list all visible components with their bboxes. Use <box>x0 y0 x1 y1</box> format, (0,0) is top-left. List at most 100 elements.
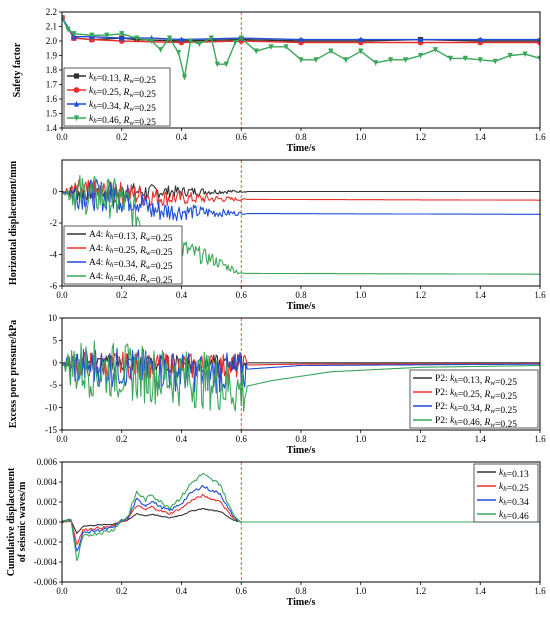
legend-label: P2: kh=0.13, Rw=0.25 <box>435 374 517 388</box>
panel-excess-pore-pressure: 0.0 0.2 0.4 0.6 0.8 1.0 1.2 1.4 1.6 -15 -10 -5 0 5 10 T… <box>8 313 546 456</box>
label-subscript: w <box>490 407 495 415</box>
label-text: =0.25 <box>134 90 156 100</box>
label-subscript: h <box>110 233 114 241</box>
marker-triangle-down <box>462 55 468 62</box>
series-line <box>62 473 540 562</box>
label-text: P2: <box>435 388 450 398</box>
x-axis-title: Time/s <box>287 445 316 456</box>
marker-triangle-down <box>343 57 349 63</box>
label-subscript: h <box>454 405 458 413</box>
marker-triangle-up <box>417 36 424 43</box>
label-text: =0.34, <box>113 260 140 270</box>
y-tick-label: -2 <box>50 218 58 228</box>
label-subscript: h <box>110 275 114 283</box>
label-symbol: k <box>106 230 111 240</box>
label-subscript: h <box>110 247 114 255</box>
series-line <box>62 181 540 201</box>
label-subscript: h <box>503 499 507 507</box>
label-symbol: R <box>139 260 146 270</box>
label-subscript: h <box>93 75 97 83</box>
series-line <box>62 494 540 546</box>
label-symbol: k <box>106 244 111 254</box>
label-text: =0.25 <box>495 392 517 402</box>
x-tick-label: 1.4 <box>475 132 487 142</box>
label-text: =0.46, <box>458 418 485 428</box>
x-tick-label: 0.8 <box>295 290 307 300</box>
label-subscript: h <box>93 103 97 111</box>
label-symbol: R <box>139 246 146 256</box>
x-tick-label: 0.6 <box>236 290 248 300</box>
marker-triangle-down <box>283 44 289 50</box>
x-tick-label: 0.4 <box>176 434 188 444</box>
y-tick-label: 10 <box>48 313 58 323</box>
label-symbol: R <box>122 116 129 126</box>
marker-triangle-down <box>447 55 453 62</box>
label-text: =0.25 <box>495 378 517 388</box>
marker-triangle-down <box>223 61 229 68</box>
label-symbol: k <box>106 258 111 268</box>
marker-square <box>73 73 80 79</box>
label-text: =0.25 <box>495 406 517 416</box>
label-subscript: w <box>129 91 134 99</box>
label-symbol: R <box>484 418 491 428</box>
label-text: =0.25 <box>151 262 173 272</box>
marker-triangle-down <box>62 15 65 21</box>
series-line <box>62 340 540 412</box>
marker-triangle-down <box>166 35 173 42</box>
label-subscript: w <box>146 249 151 257</box>
legend-label: A4: kh=0.13, Rw=0.25 <box>89 230 173 244</box>
label-symbol: k <box>499 496 504 506</box>
x-tick-label: 0.0 <box>56 290 68 300</box>
label-text: =0.25 <box>134 104 156 114</box>
marker-triangle-up <box>477 36 483 43</box>
label-symbol: R <box>484 390 491 400</box>
x-tick-label: 0.0 <box>56 586 68 596</box>
x-tick-label: 1.6 <box>534 290 546 300</box>
label-text: =0.34, <box>97 102 124 112</box>
label-subscript: h <box>503 485 507 493</box>
legend-label: P2: kh=0.25, Rw=0.25 <box>435 388 517 402</box>
legend-box <box>63 67 171 127</box>
y-tick-label: 1.8 <box>46 65 58 75</box>
x-axis-title: Time/s <box>287 301 316 312</box>
marker-triangle-down <box>181 74 188 81</box>
x-tick-label: 0.8 <box>295 586 307 596</box>
y-tick-label: 0.000 <box>37 517 58 527</box>
x-tick-label: 0.8 <box>295 434 307 444</box>
plot-frame <box>61 461 541 583</box>
label-symbol: k <box>106 272 111 282</box>
label-symbol: k <box>499 482 504 492</box>
x-tick-label: 1.4 <box>475 586 487 596</box>
label-text: A4: <box>89 244 106 254</box>
y-tick-label: 0 <box>53 358 58 368</box>
label-text: =0.13, <box>458 376 485 386</box>
x-tick-label: 0.6 <box>236 132 248 142</box>
label-subscript: w <box>490 393 495 401</box>
label-symbol: R <box>122 102 129 112</box>
marker-triangle-down <box>358 48 364 55</box>
label-symbol: k <box>450 402 455 412</box>
label-text: =0.25 <box>151 234 173 244</box>
label-symbol: k <box>450 416 455 426</box>
plot-area <box>62 14 540 81</box>
x-tick-label: 1.6 <box>534 132 546 142</box>
legend-box <box>63 225 183 285</box>
legend-box <box>473 463 539 523</box>
label-subscript: h <box>503 471 507 479</box>
label-symbol: R <box>484 376 491 386</box>
series-line <box>62 179 540 222</box>
x-tick-label: 0.2 <box>116 434 127 444</box>
label-text: P2: <box>435 416 450 426</box>
label-text: =0.25, <box>113 246 140 256</box>
label-text: =0.46, <box>97 116 124 126</box>
label-symbol: R <box>484 404 491 414</box>
marker-triangle-down <box>232 39 238 46</box>
marker-triangle-down <box>196 41 203 47</box>
y-tick-label: 0.002 <box>37 497 57 507</box>
y-axis-title: Safety factor <box>12 42 23 97</box>
marker-triangle-down <box>214 61 220 68</box>
marker-triangle-up <box>178 36 185 43</box>
y-axis-title: Excess pore pressure/kPa <box>8 320 19 428</box>
